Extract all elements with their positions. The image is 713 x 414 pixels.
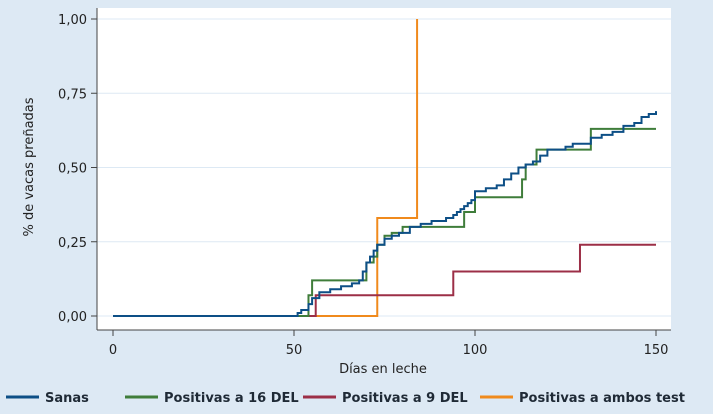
legend-label: Positivas a 9 DEL <box>342 391 468 406</box>
x-tick-label: 100 <box>463 343 488 358</box>
y-tick-label: 0,50 <box>58 162 87 177</box>
legend-label: Positivas a 16 DEL <box>164 391 299 406</box>
y-tick-label: 0,25 <box>58 236 87 251</box>
y-tick-label: 1,00 <box>58 13 87 28</box>
series-line-sanas <box>113 111 657 317</box>
legend-label: Positivas a ambos test <box>519 391 685 406</box>
y-tick-label: 0,75 <box>58 87 87 102</box>
x-tick-label: 50 <box>286 343 303 358</box>
legend-label: Sanas <box>45 391 89 406</box>
legend: Sanas Positivas a 16 DEL Positivas a 9 DEL… <box>6 391 685 406</box>
y-axis-ticks: 0,00 0,25 0,50 0,75 1,00 <box>58 13 97 325</box>
x-axis-ticks: 0 50 100 150 <box>109 330 669 358</box>
plot-area <box>97 8 671 330</box>
x-axis-title: Días en leche <box>339 362 427 377</box>
series-line-positivas-a-9-del <box>113 243 656 317</box>
x-tick-label: 150 <box>644 343 669 358</box>
y-axis-title: % de vacas preñadas <box>22 97 37 236</box>
series-group <box>113 19 657 317</box>
y-tick-label: 0,00 <box>58 310 87 325</box>
x-tick-label: 0 <box>109 343 117 358</box>
